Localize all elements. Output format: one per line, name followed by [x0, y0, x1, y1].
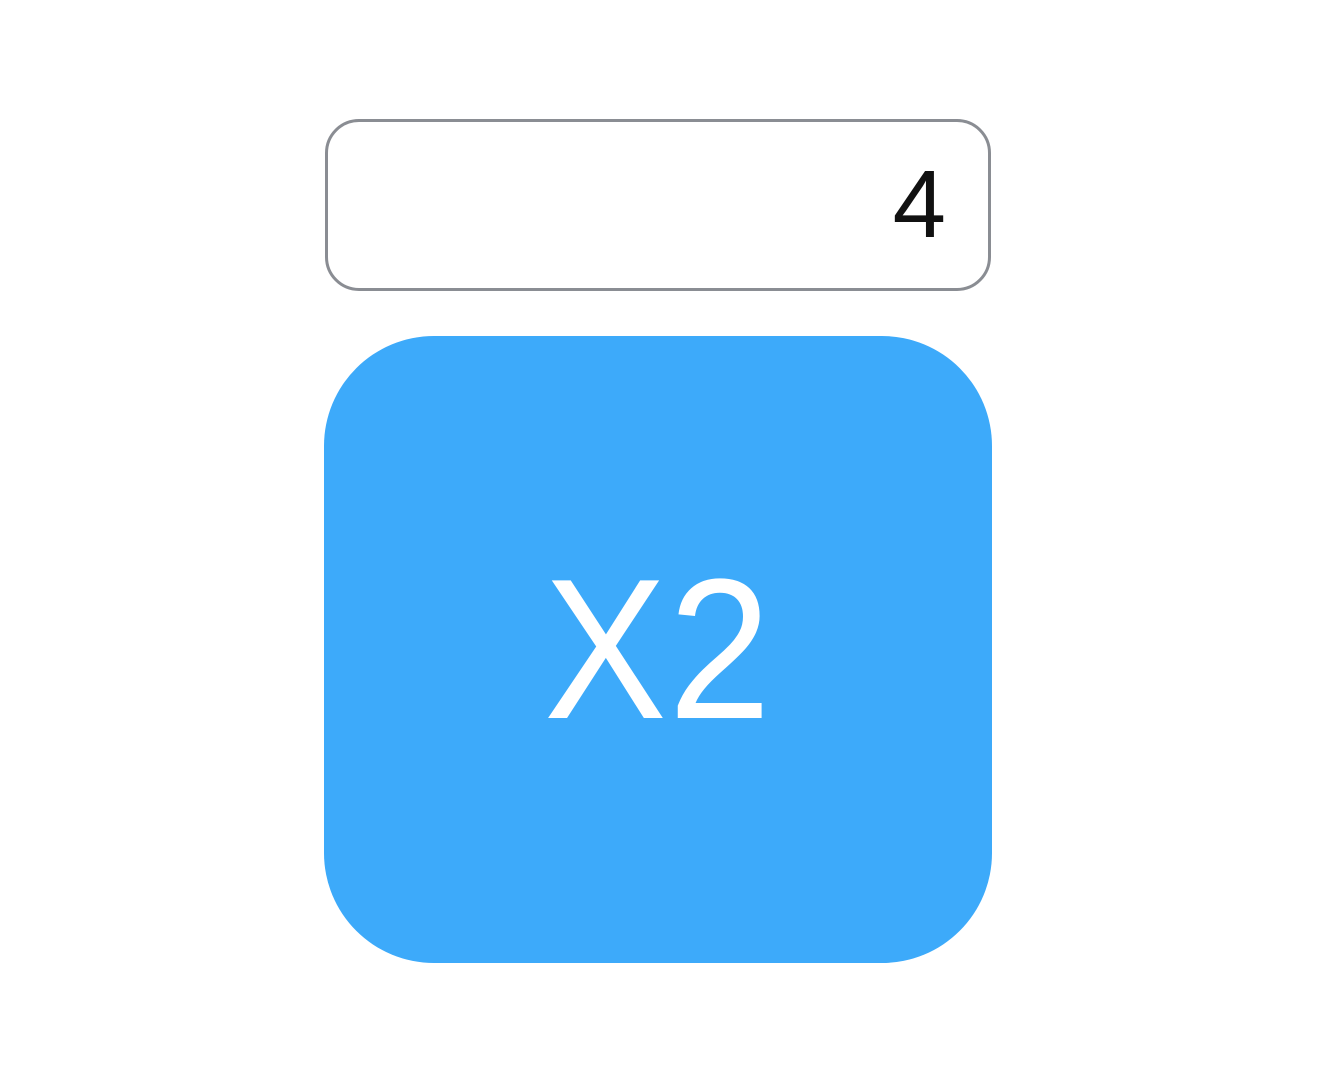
multiply-by-two-button[interactable]: X2 [324, 336, 992, 963]
multiply-by-two-label: X2 [543, 537, 773, 761]
result-display-field[interactable] [325, 119, 991, 291]
